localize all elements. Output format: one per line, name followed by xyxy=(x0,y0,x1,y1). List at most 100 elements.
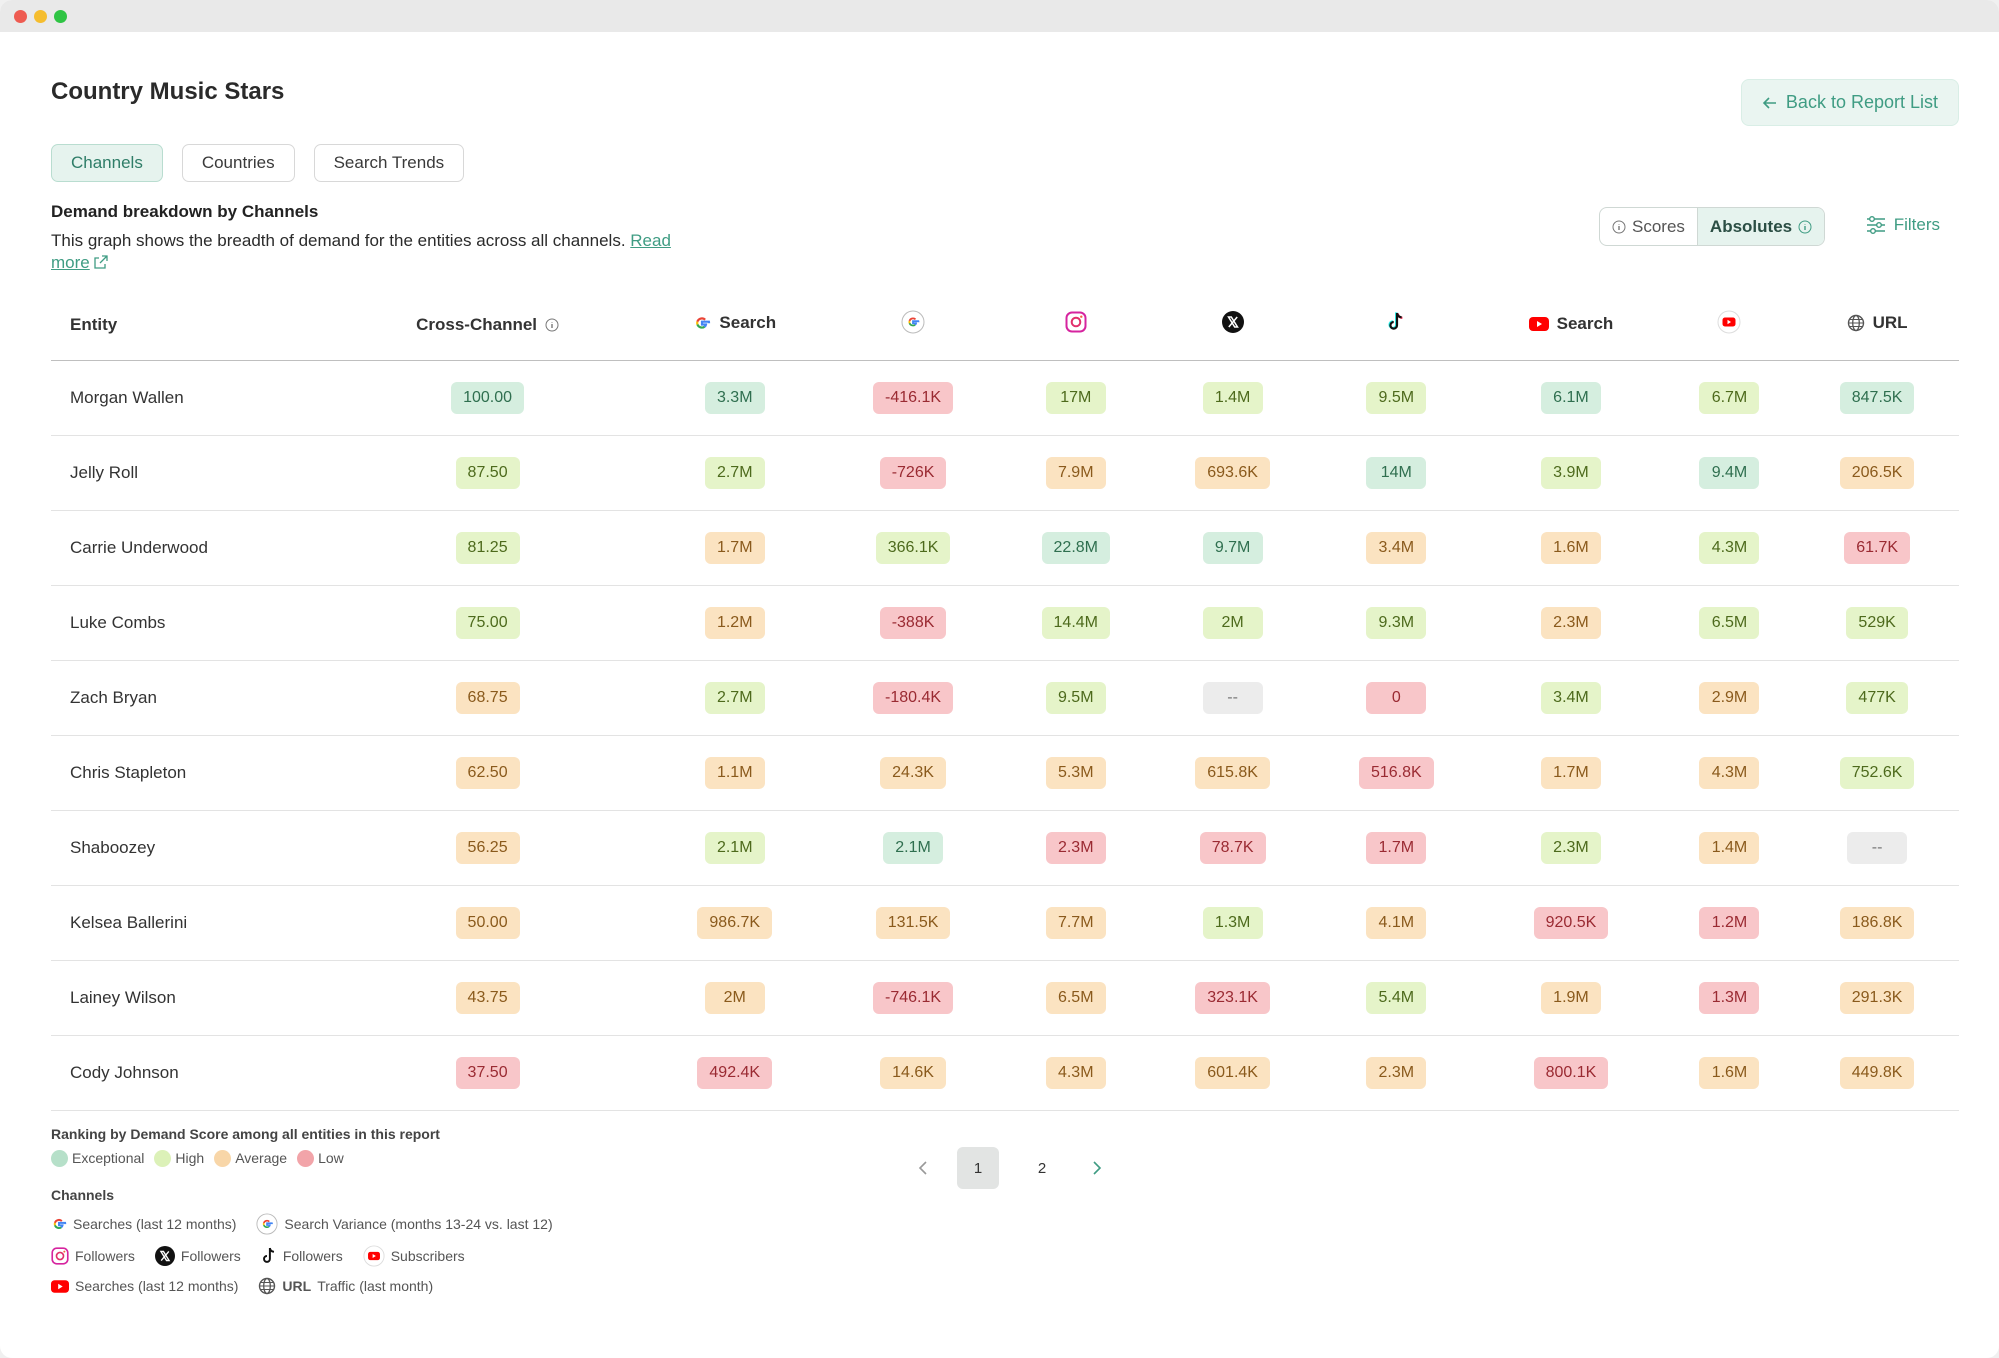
value-pill: 56.25 xyxy=(455,831,520,864)
value-pill: 529K xyxy=(1846,606,1908,639)
value-pill: 2.7M xyxy=(704,681,765,714)
globe-icon xyxy=(259,1277,276,1295)
column-header-x[interactable] xyxy=(1150,290,1315,361)
value-pill: 4.3M xyxy=(1045,1056,1106,1089)
value-pill: 1.9M xyxy=(1540,981,1601,1014)
cell-youtube-search: 6.1M xyxy=(1478,360,1664,436)
value-pill: -726K xyxy=(879,456,947,489)
table-row[interactable]: Carrie Underwood 81.25 1.7M 366.1K 22.8M 9.7M… xyxy=(51,510,1959,586)
column-header-url[interactable]: URL xyxy=(1795,290,1959,361)
value-pill: 1.4M xyxy=(1202,381,1263,414)
column-header-tiktok[interactable] xyxy=(1314,290,1479,361)
column-header-cross-channel[interactable]: Cross-Channel xyxy=(331,290,645,361)
maximize-window-button[interactable] xyxy=(54,9,67,23)
value-pill: 81.25 xyxy=(455,531,520,564)
column-header-google-variance[interactable] xyxy=(825,290,1001,361)
value-pill: 7.9M xyxy=(1045,456,1106,489)
table-row[interactable]: Kelsea Ballerini 50.00 986.7K 131.5K 7.7M 1.3… xyxy=(51,885,1959,961)
table-row[interactable]: Jelly Roll 87.50 2.7M -726K 7.9M 693.6K 14M 3.9… xyxy=(51,435,1959,511)
value-pill: 2.3M xyxy=(1366,1056,1427,1089)
external-link-icon xyxy=(94,255,108,269)
absolutes-option[interactable]: Absolutes xyxy=(1696,208,1825,245)
value-pill: 323.1K xyxy=(1195,981,1270,1014)
legend-title: Ranking by Demand Score among all entiti… xyxy=(51,1126,440,1142)
minimize-window-button[interactable] xyxy=(34,9,47,23)
value-pill: -746.1K xyxy=(873,981,954,1014)
legend-youtube-search-label: Searches (last 12 months) xyxy=(75,1278,239,1294)
column-header-youtube-subscribers[interactable] xyxy=(1663,290,1796,361)
close-window-button[interactable] xyxy=(14,9,27,23)
entity-name: Lainey Wilson xyxy=(51,960,331,1036)
entity-name: Jelly Roll xyxy=(51,435,331,511)
page-title: Country Music Stars xyxy=(51,78,285,105)
cell-instagram: 6.5M xyxy=(1000,960,1151,1036)
table-row[interactable]: Morgan Wallen 100.00 3.3M -416.1K 17M 1.4M 9.5… xyxy=(51,360,1959,436)
table-row[interactable]: Lainey Wilson 43.75 2M -746.1K 6.5M 323.1K 5.4… xyxy=(51,960,1959,1036)
back-button-label: Back to Report List xyxy=(1785,92,1938,112)
value-pill: 1.7M xyxy=(704,531,765,564)
page-2-button[interactable]: 2 xyxy=(1037,1159,1047,1177)
value-pill: 693.6K xyxy=(1195,456,1270,489)
tab-channels[interactable]: Channels xyxy=(51,144,163,182)
cell-google-variance: 131.5K xyxy=(825,885,1001,961)
cell-tiktok: 2.3M xyxy=(1314,1035,1479,1111)
scores-option[interactable]: Scores xyxy=(1600,208,1697,245)
value-pill: 37.50 xyxy=(455,1056,520,1089)
cell-url: 61.7K xyxy=(1795,510,1959,586)
value-pill: 800.1K xyxy=(1533,1056,1609,1089)
entity-name: Zach Bryan xyxy=(51,660,331,736)
table-row[interactable]: Zach Bryan 68.75 2.7M -180.4K 9.5M -- 0 3.4M 2.9… xyxy=(51,660,1959,736)
entity-name: Luke Combs xyxy=(51,585,331,661)
next-page-button[interactable] xyxy=(1085,1147,1109,1189)
value-pill: 2.3M xyxy=(1540,831,1601,864)
value-pill: 9.3M xyxy=(1366,606,1427,639)
legend-exceptional: Exceptional xyxy=(51,1150,144,1167)
legend-low: Low xyxy=(297,1150,344,1167)
tab-countries[interactable]: Countries xyxy=(181,144,295,182)
legend-high-label: High xyxy=(175,1150,205,1166)
table-row[interactable]: Luke Combs 75.00 1.2M -388K 14.4M 2M 9.3M 2.3M 6… xyxy=(51,585,1959,661)
column-header-entity[interactable]: Entity xyxy=(51,290,331,361)
filters-button[interactable]: Filters xyxy=(1866,215,1940,235)
read-more-link[interactable]: Read more xyxy=(51,231,671,272)
cell-cross-channel: 81.25 xyxy=(331,510,645,586)
sliders-icon xyxy=(1866,216,1885,234)
column-header-youtube-search[interactable]: Search xyxy=(1478,290,1664,361)
chevron-left-icon xyxy=(918,1161,927,1175)
legend-tiktok: Followers xyxy=(261,1247,343,1265)
page-1-button[interactable]: 1 xyxy=(957,1147,999,1189)
table-row[interactable]: Shaboozey 56.25 2.1M 2.1M 2.3M 78.7K 1.7M 2.3M 1… xyxy=(51,810,1959,886)
legend-tiktok-label: Followers xyxy=(282,1248,343,1264)
cell-google-variance: 24.3K xyxy=(825,735,1001,811)
cell-cross-channel: 56.25 xyxy=(331,810,645,886)
value-pill: 3.3M xyxy=(704,381,765,414)
table-row[interactable]: Chris Stapleton 62.50 1.1M 24.3K 5.3M 615.8K 5… xyxy=(51,735,1959,811)
column-header-instagram[interactable] xyxy=(1000,290,1151,361)
cell-youtube-subscribers: 4.3M xyxy=(1663,735,1796,811)
tab-bar: Channels Countries Search Trends xyxy=(51,144,465,182)
cell-google-variance: -180.4K xyxy=(825,660,1001,736)
value-pill: 2.3M xyxy=(1540,606,1601,639)
tab-search-trends[interactable]: Search Trends xyxy=(313,144,465,182)
url-label: URL xyxy=(1872,312,1908,332)
previous-page-button[interactable] xyxy=(911,1147,935,1189)
cell-url: -- xyxy=(1795,810,1959,886)
cell-google-search: 1.2M xyxy=(644,585,826,661)
table-row[interactable]: Cody Johnson 37.50 492.4K 14.6K 4.3M 601.4K 2.… xyxy=(51,1035,1959,1111)
cell-cross-channel: 75.00 xyxy=(331,585,645,661)
value-pill: 9.5M xyxy=(1045,681,1106,714)
value-pill: 5.4M xyxy=(1366,981,1427,1014)
back-to-report-list-button[interactable]: Back to Report List xyxy=(1740,79,1959,126)
value-pill: 9.5M xyxy=(1366,381,1427,414)
cell-youtube-search: 2.3M xyxy=(1478,585,1664,661)
cell-youtube-subscribers: 1.2M xyxy=(1663,885,1796,961)
cell-tiktok: 1.7M xyxy=(1314,810,1479,886)
value-pill: 291.3K xyxy=(1839,981,1915,1014)
value-pill: 986.7K xyxy=(697,906,773,939)
cell-cross-channel: 87.50 xyxy=(331,435,645,511)
legend-high: High xyxy=(154,1150,204,1167)
cell-url: 206.5K xyxy=(1795,435,1959,511)
cell-youtube-subscribers: 6.7M xyxy=(1663,360,1796,436)
column-header-google-search[interactable]: Search xyxy=(644,290,826,361)
youtube-subscribers-icon xyxy=(363,1245,385,1267)
